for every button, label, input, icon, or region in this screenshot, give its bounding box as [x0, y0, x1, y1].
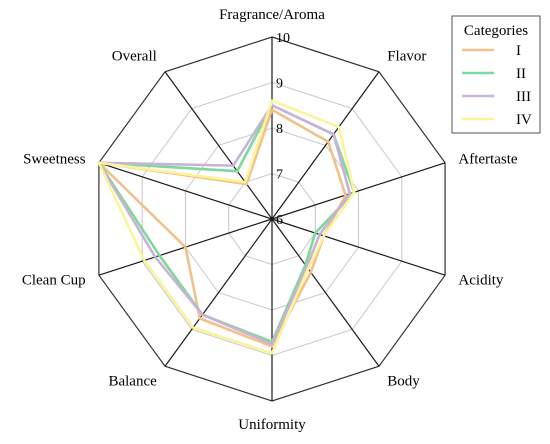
axis-label: Uniformity: [238, 417, 306, 433]
tick-label: 10: [276, 31, 290, 46]
axis-spoke: [98, 162, 273, 220]
axis-label: Fragrance/Aroma: [219, 7, 325, 23]
series-line-iv: [97, 99, 356, 355]
axis-label: Sweetness: [23, 151, 86, 167]
legend-label: I: [516, 43, 521, 59]
axis-spoke: [271, 218, 380, 367]
tick-layer: 6 7 8 9 10: [276, 31, 290, 228]
axis-spoke: [271, 71, 380, 220]
series-line-iii: [97, 103, 352, 346]
axis-label: Body: [387, 374, 420, 390]
axis-spoke: [164, 71, 273, 220]
legend-label: IV: [516, 112, 532, 128]
axis-label: Clean Cup: [22, 273, 86, 289]
legend-box: [451, 15, 541, 134]
axis-label: Acidity: [458, 273, 503, 289]
axis-label-layer: Fragrance/Aroma Flavor Aftertaste Acidity Bo…: [22, 7, 518, 433]
tick-label: 8: [276, 122, 283, 137]
series-line-i: [97, 108, 347, 348]
axis-spoke: [271, 218, 446, 276]
axis-spoke: [164, 218, 273, 367]
legend-title: Categories: [464, 23, 528, 39]
legend-label: II: [516, 66, 526, 82]
grid-layer: [98, 36, 446, 402]
axis-label: Flavor: [387, 48, 426, 64]
tick-label: 7: [276, 168, 283, 183]
tick-label: 6: [276, 213, 283, 228]
axis-label: Aftertaste: [458, 151, 517, 167]
axis-label: Balance: [108, 374, 157, 390]
series-line-ii: [97, 103, 356, 344]
series-layer: [97, 99, 356, 355]
axis-label: Overall: [112, 48, 157, 64]
axis-spoke: [271, 162, 446, 220]
tick-label: 9: [276, 77, 283, 92]
legend-label: III: [516, 89, 531, 105]
